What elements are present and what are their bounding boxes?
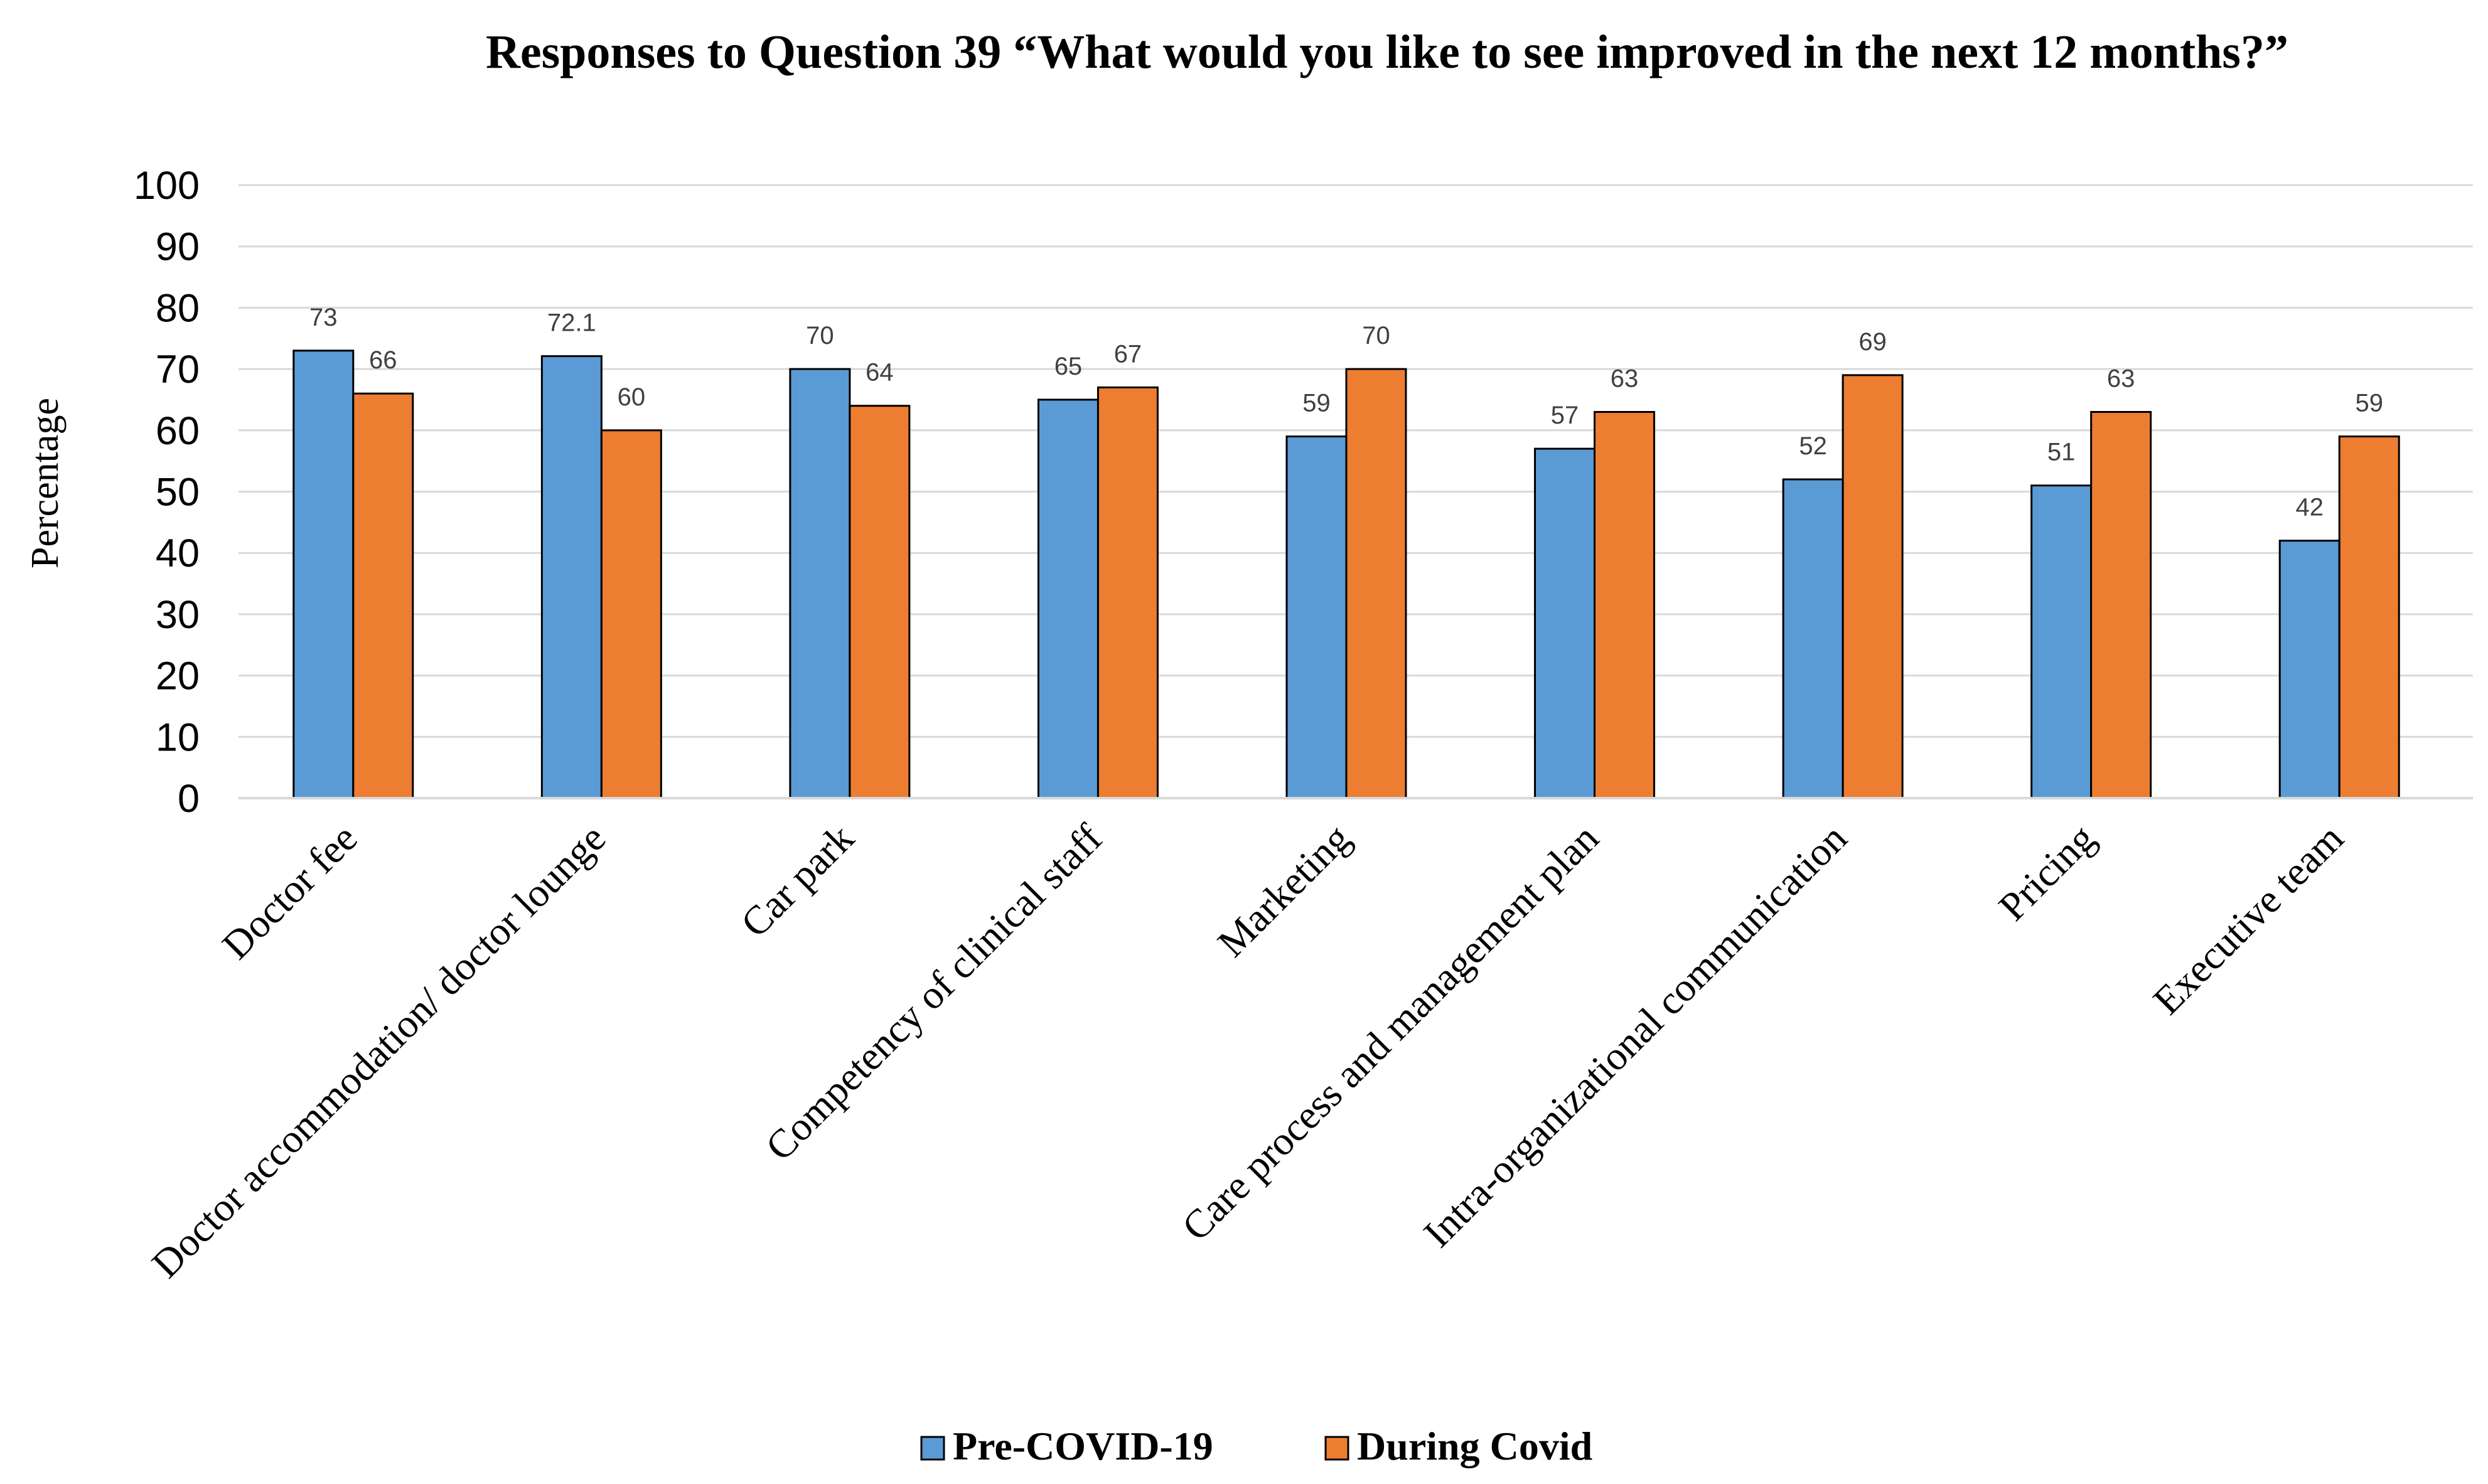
y-tick-label: 60 [156, 409, 200, 453]
x-tick-label: Car park [732, 816, 862, 946]
x-tick-label: Intra-organizational communication [1415, 816, 1855, 1256]
legend: Pre-COVID-19 During Covid [920, 1424, 1592, 1468]
bar-pre-covid [540, 355, 603, 799]
bar-during-covid [1097, 386, 1159, 799]
legend-swatch [920, 1436, 945, 1461]
y-tick-label: 30 [156, 593, 200, 637]
bar-pre-covid [2030, 484, 2093, 799]
x-tick-label: Doctor accommodation/ doctor lounge [143, 816, 614, 1286]
chart-title: Responses to Question 39 “What would you… [486, 26, 2288, 78]
bar-during-covid [1594, 410, 1656, 799]
data-label: 72.1 [547, 309, 596, 337]
y-tick-label: 40 [156, 531, 200, 575]
bar-pre-covid [292, 350, 355, 799]
bar-pre-covid [2278, 540, 2341, 799]
x-tick-label: Executive team [2145, 816, 2352, 1023]
bars [292, 350, 2400, 799]
y-axis-ticks: 0 10 20 30 40 50 60 70 80 90 100 [134, 164, 200, 821]
y-tick-label: 80 [156, 286, 200, 330]
data-label: 63 [1611, 365, 1639, 392]
x-tick-label: Marketing [1209, 816, 1359, 966]
x-tick-label: Pricing [1990, 816, 2104, 929]
data-label: 60 [618, 383, 646, 411]
y-tick-label: 0 [178, 777, 200, 821]
bar-pre-covid [1037, 398, 1099, 799]
x-tick-label: Doctor fee [213, 816, 365, 968]
legend-swatch [1324, 1436, 1349, 1461]
data-label: 69 [1858, 328, 1887, 356]
y-axis-label: Percentage [24, 398, 67, 569]
data-label: 63 [2107, 365, 2135, 392]
data-label: 52 [1799, 432, 1827, 460]
data-label: 51 [2047, 439, 2076, 466]
legend-label: During Covid [1357, 1424, 1592, 1468]
data-labels: 73 66 72.1 60 70 64 65 67 59 70 57 63 52 69 51 63 42 59 [309, 304, 2383, 521]
data-label: 59 [1302, 390, 1331, 417]
y-tick-label: 100 [134, 164, 200, 208]
bar-during-covid [1842, 374, 1904, 799]
x-tick-label: Care process and management plan [1173, 816, 1607, 1249]
bar-pre-covid [1782, 478, 1844, 799]
data-label: 42 [2295, 494, 2324, 521]
data-label: 70 [1362, 322, 1390, 350]
bar-pre-covid [789, 368, 851, 799]
bar-during-covid [2338, 435, 2400, 799]
bar-during-covid [2090, 410, 2152, 799]
bar-during-covid [352, 392, 414, 799]
data-label: 67 [1114, 340, 1142, 368]
data-label: 70 [806, 322, 834, 350]
bar-during-covid [600, 429, 662, 799]
y-tick-label: 70 [156, 348, 200, 392]
data-label: 59 [2355, 390, 2383, 417]
y-tick-label: 50 [156, 471, 200, 515]
data-label: 64 [866, 359, 894, 387]
bar-pre-covid [1534, 447, 1596, 799]
data-label: 73 [309, 304, 338, 331]
legend-label: Pre-COVID-19 [953, 1424, 1213, 1468]
data-label: 65 [1054, 353, 1083, 380]
data-label: 57 [1551, 402, 1579, 429]
y-tick-label: 90 [156, 225, 200, 269]
bar-during-covid [1345, 368, 1407, 799]
y-tick-label: 10 [156, 715, 200, 759]
y-tick-label: 20 [156, 654, 200, 698]
bar-pre-covid [1285, 435, 1348, 799]
data-label: 66 [369, 346, 397, 374]
bar-during-covid [849, 405, 911, 799]
